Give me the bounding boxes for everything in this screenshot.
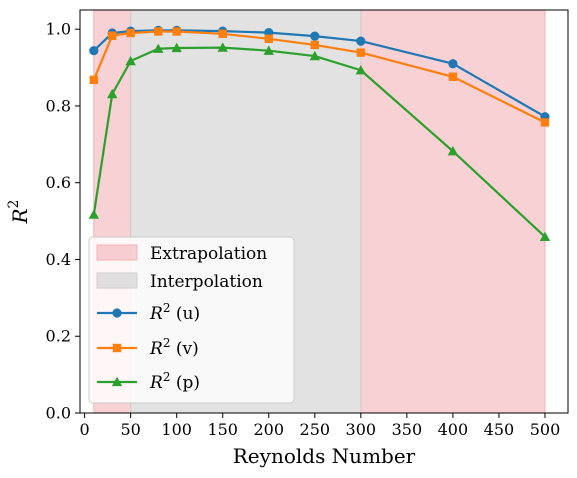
legend-box: [88, 236, 295, 404]
series-1-point-3: [154, 27, 163, 36]
axes: 0 50 100 150 200 250 300 350 400 450 500 0.0 0.2 0.4 0…: [46, 9, 569, 439]
series-1-point-2: [126, 28, 135, 38]
legend-swatch-interpolation: [96, 272, 138, 289]
series-2-point-0: [88, 209, 100, 219]
series-1-point-9: [448, 72, 458, 81]
series-0-point-9: [448, 59, 458, 69]
y-tick-label-1: 0.2: [46, 327, 71, 346]
legend-label-interpolation: Interpolation: [150, 272, 263, 292]
series-1-point-10: [540, 118, 550, 127]
series-1-point-6: [264, 34, 273, 43]
series-2-point-8: [355, 65, 367, 75]
plot-frame: [79, 9, 569, 414]
y-tick-label-0: 0.0: [46, 404, 71, 423]
x-tick-label-4: 200: [253, 420, 284, 439]
series-2-point-3: [153, 43, 164, 53]
x-tick-label-7: 350: [392, 420, 423, 439]
x-tick-label-10: 500: [530, 420, 561, 439]
series-2-point-4: [171, 42, 182, 53]
legend-marker-2: [111, 376, 123, 387]
series-2-point-9: [447, 146, 459, 156]
legend-label-series-1: R2 (v): [149, 336, 199, 359]
series-2-point-10: [539, 231, 551, 241]
series-1-point-5: [218, 29, 227, 38]
legend-label-extrapolation: Extrapolation: [150, 244, 267, 264]
legend-label-series-0: R2 (u): [149, 301, 200, 324]
legend-label-series-2: R2 (p): [149, 370, 200, 393]
y-axis-label-base: R: [8, 208, 32, 224]
y-tick-label-5: 1.0: [46, 20, 71, 39]
x-tick-label-8: 400: [438, 420, 469, 439]
y-axis-label-sup: 2: [6, 200, 22, 209]
series-2-point-5: [217, 42, 228, 52]
x-axis-label: Reynolds Number: [233, 444, 416, 468]
legend-marker-0: [112, 308, 122, 318]
y-tick-label-2: 0.4: [46, 250, 71, 269]
series-0-point-7: [310, 31, 320, 41]
series-0-point-8: [356, 36, 366, 46]
x-tick-label-0: 0: [80, 420, 90, 439]
series-0-point-0: [89, 46, 99, 56]
series-1-point-8: [356, 48, 366, 57]
legend-swatch-extrapolation: [96, 244, 138, 261]
series-2-point-7: [309, 50, 320, 61]
x-tick-label-5: 250: [300, 420, 331, 439]
series-1-point-1: [108, 31, 117, 40]
series-2-point-2: [125, 55, 136, 66]
x-tick-label-2: 100: [161, 420, 192, 439]
legend: Extrapolation Interpolation R2 (u) R2 (v) R2…: [88, 236, 295, 404]
x-tick-label-6: 300: [346, 420, 377, 439]
x-tick-label-9: 450: [484, 420, 515, 439]
series-1-point-0: [89, 75, 99, 85]
x-tick-label-3: 150: [207, 420, 238, 439]
y-axis-label: R2: [6, 200, 32, 225]
series-2-point-6: [263, 45, 274, 55]
x-tick-label-1: 50: [120, 420, 140, 439]
series-lines: [88, 25, 551, 241]
series-2-point-1: [107, 88, 118, 99]
y-tick-label-4: 0.8: [46, 96, 71, 115]
series-1-point-4: [172, 27, 181, 36]
y-tick-label-3: 0.6: [46, 173, 71, 192]
series-1-point-7: [310, 40, 319, 50]
legend-marker-1: [112, 343, 122, 353]
